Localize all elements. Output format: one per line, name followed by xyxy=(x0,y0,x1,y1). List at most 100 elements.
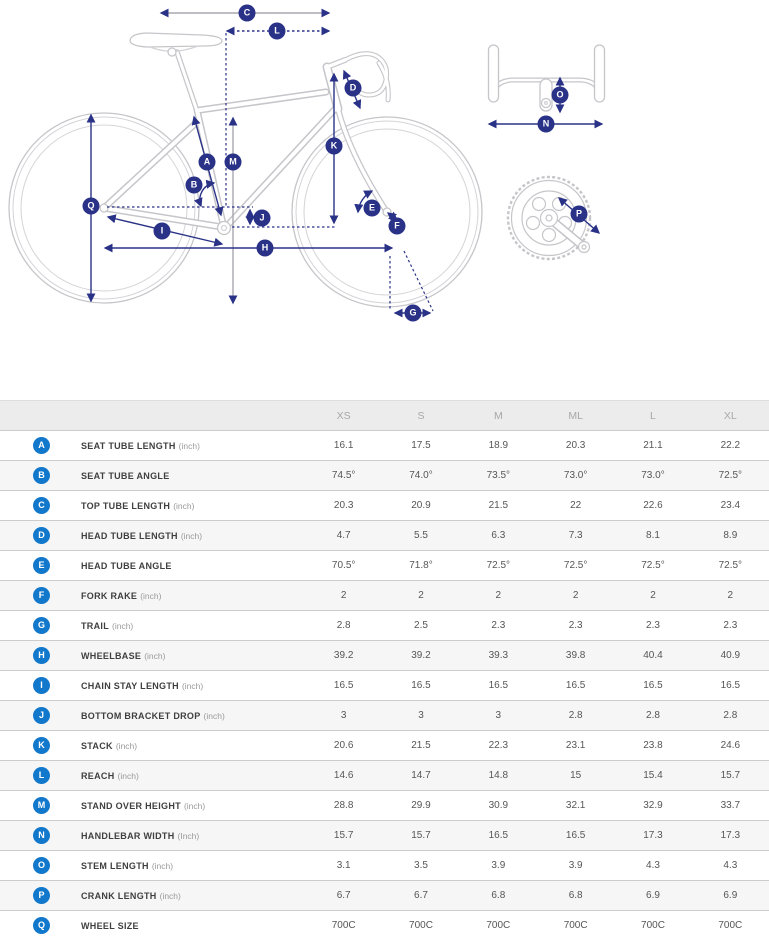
geometry-value-cell: 22 xyxy=(570,500,582,511)
measurement-name: TRAIL (inch) xyxy=(81,620,134,631)
geometry-value-cell: 2 xyxy=(418,590,424,601)
geometry-value-cell: 16.5 xyxy=(333,680,354,691)
steering-axis-guide xyxy=(403,250,434,312)
size-column-header-xl: XL xyxy=(691,400,769,431)
size-column-header-ml: ML xyxy=(536,400,615,431)
measurement-unit: (inch) xyxy=(173,500,195,511)
geometry-value-cell: 16.5 xyxy=(643,680,663,691)
geometry-value-cell: 4.3 xyxy=(723,860,738,871)
measurement-label-cell: I CHAIN STAY LENGTH (inch) xyxy=(0,671,305,701)
geometry-value-cell: 2.3 xyxy=(568,620,583,631)
measurement-label-cell: H WHEELBASE (inch) xyxy=(0,641,305,671)
geometry-row: B SEAT TUBE ANGLE 74.5° 74.0° 73.5° 73.0° 73… xyxy=(0,460,769,491)
measurement-label-cell: A SEAT TUBE LENGTH (inch) xyxy=(0,431,305,461)
measurement-label-cell: O STEM LENGTH (inch) xyxy=(0,851,305,881)
geometry-row: J BOTTOM BRACKET DROP (inch) 3 3 3 2.8 2.8 2.8 xyxy=(0,700,769,731)
geometry-value-cell: 16.1 xyxy=(333,440,354,451)
geometry-value-cell: 70.5° xyxy=(331,560,356,571)
geometry-value-cell: 2.3 xyxy=(723,620,738,631)
geometry-value-cell: 3 xyxy=(495,710,502,721)
geometry-value-cell: 7.3 xyxy=(568,530,583,541)
geometry-value-cell: 32.1 xyxy=(565,800,586,811)
geometry-value-cell: 24.6 xyxy=(720,740,741,751)
geometry-value-cell: 16.5 xyxy=(565,680,586,691)
row-letter-badge: O xyxy=(33,857,50,874)
measurement-name: HEAD TUBE ANGLE xyxy=(81,560,172,571)
geometry-value-cell: 16.5 xyxy=(720,680,741,691)
geometry-row: P CRANK LENGTH (inch) 6.7 6.7 6.8 6.8 6.9 6.9 xyxy=(0,880,769,911)
geometry-value-cell: 6.7 xyxy=(336,890,351,901)
size-column-header-l: L xyxy=(614,400,692,431)
wheels xyxy=(8,112,483,308)
measurement-unit: (inch) xyxy=(159,890,181,901)
geometry-value-cell: 74.5° xyxy=(331,470,356,481)
geometry-value-cell: 20.9 xyxy=(411,500,431,511)
geometry-value-cell: 6.9 xyxy=(646,890,660,901)
geometry-value-cell: 2.8 xyxy=(336,620,351,631)
geometry-row: C TOP TUBE LENGTH (inch) 20.3 20.9 21.5 22 22… xyxy=(0,490,769,521)
geometry-value-cell: 2.5 xyxy=(414,620,428,631)
measurement-unit: (inch) xyxy=(140,590,162,601)
geometry-value-cell: 8.9 xyxy=(723,530,738,541)
size-column-header-s: S xyxy=(382,400,460,431)
measurement-unit: (inch) xyxy=(203,710,225,721)
diagram-label-a: A xyxy=(198,153,216,171)
row-letter-badge: J xyxy=(33,707,50,724)
row-letter-badge: C xyxy=(33,497,50,514)
geometry-value-cell: 71.8° xyxy=(409,560,433,571)
geometry-row: M STAND OVER HEIGHT (inch) 28.8 29.9 30.9 32… xyxy=(0,790,769,821)
geometry-value-cell: 8.1 xyxy=(646,530,660,541)
geometry-value-cell: 15.4 xyxy=(643,770,663,781)
geometry-value-cell: 6.3 xyxy=(491,530,506,541)
geometry-row: A SEAT TUBE LENGTH (inch) 16.1 17.5 18.9 20.… xyxy=(0,430,769,461)
size-column-header-xs: XS xyxy=(305,400,383,431)
measurement-name: STAND OVER HEIGHT (inch) xyxy=(81,800,206,811)
row-letter-badge: B xyxy=(33,467,50,484)
geometry-value-cell: 73.0° xyxy=(563,470,588,481)
row-letter-badge: A xyxy=(33,437,50,454)
diagram-label-j: J xyxy=(253,209,271,227)
geometry-value-cell: 6.7 xyxy=(414,890,428,901)
geometry-value-cell: 5.5 xyxy=(414,530,428,541)
diagram-label-f: F xyxy=(388,217,406,235)
geometry-row: H WHEELBASE (inch) 39.2 39.2 39.3 39.8 40.4 40… xyxy=(0,640,769,671)
geometry-value-cell: 3.9 xyxy=(568,860,583,871)
geometry-value-cell: 2.3 xyxy=(491,620,506,631)
geometry-value-cell: 20.3 xyxy=(333,500,354,511)
row-letter-badge: L xyxy=(33,767,50,784)
measurement-label-cell: G TRAIL (inch) xyxy=(0,611,305,641)
diagram-label-b: B xyxy=(185,176,203,194)
geometry-value-cell: 21.5 xyxy=(488,500,509,511)
measurement-name: REACH (inch) xyxy=(81,770,139,781)
geometry-value-cell: 3.5 xyxy=(414,860,428,871)
measurement-name: BOTTOM BRACKET DROP (inch) xyxy=(81,710,225,721)
geometry-value-cell: 17.5 xyxy=(411,440,431,451)
row-letter-badge: Q xyxy=(33,917,50,934)
diagram-label-q: Q xyxy=(82,197,100,215)
geometry-row: N HANDLEBAR WIDTH (Inch) 15.7 15.7 16.5 16.5… xyxy=(0,820,769,851)
diagram-label-e: E xyxy=(363,199,381,217)
row-letter-badge: H xyxy=(33,647,50,664)
geometry-value-cell: 2 xyxy=(495,590,502,601)
geometry-value-cell: 700C xyxy=(409,920,433,931)
geometry-value-cell: 22.6 xyxy=(643,500,663,511)
measurement-name: CRANK LENGTH (inch) xyxy=(81,890,181,901)
measurement-name: WHEELBASE (inch) xyxy=(81,650,166,661)
geometry-value-cell: 4.3 xyxy=(646,860,660,871)
measurement-name: HEAD TUBE LENGTH (inch) xyxy=(81,530,203,541)
geometry-value-cell: 21.5 xyxy=(411,740,431,751)
handlebar-top-view xyxy=(487,44,606,112)
geometry-value-cell: 14.8 xyxy=(488,770,509,781)
diagram-label-g: G xyxy=(404,304,422,322)
geometry-row: I CHAIN STAY LENGTH (inch) 16.5 16.5 16.5 16… xyxy=(0,670,769,701)
geometry-value-cell: 4.7 xyxy=(336,530,351,541)
empty-header-cell xyxy=(0,400,305,431)
geometry-value-cell: 6.8 xyxy=(491,890,506,901)
geometry-value-cell: 2.3 xyxy=(646,620,660,631)
measurement-unit: (inch) xyxy=(144,650,166,661)
measurement-label-cell: K STACK (inch) xyxy=(0,731,305,761)
row-letter-badge: P xyxy=(33,887,50,904)
row-letter-badge: F xyxy=(33,587,50,604)
geometry-value-cell: 21.1 xyxy=(643,440,663,451)
